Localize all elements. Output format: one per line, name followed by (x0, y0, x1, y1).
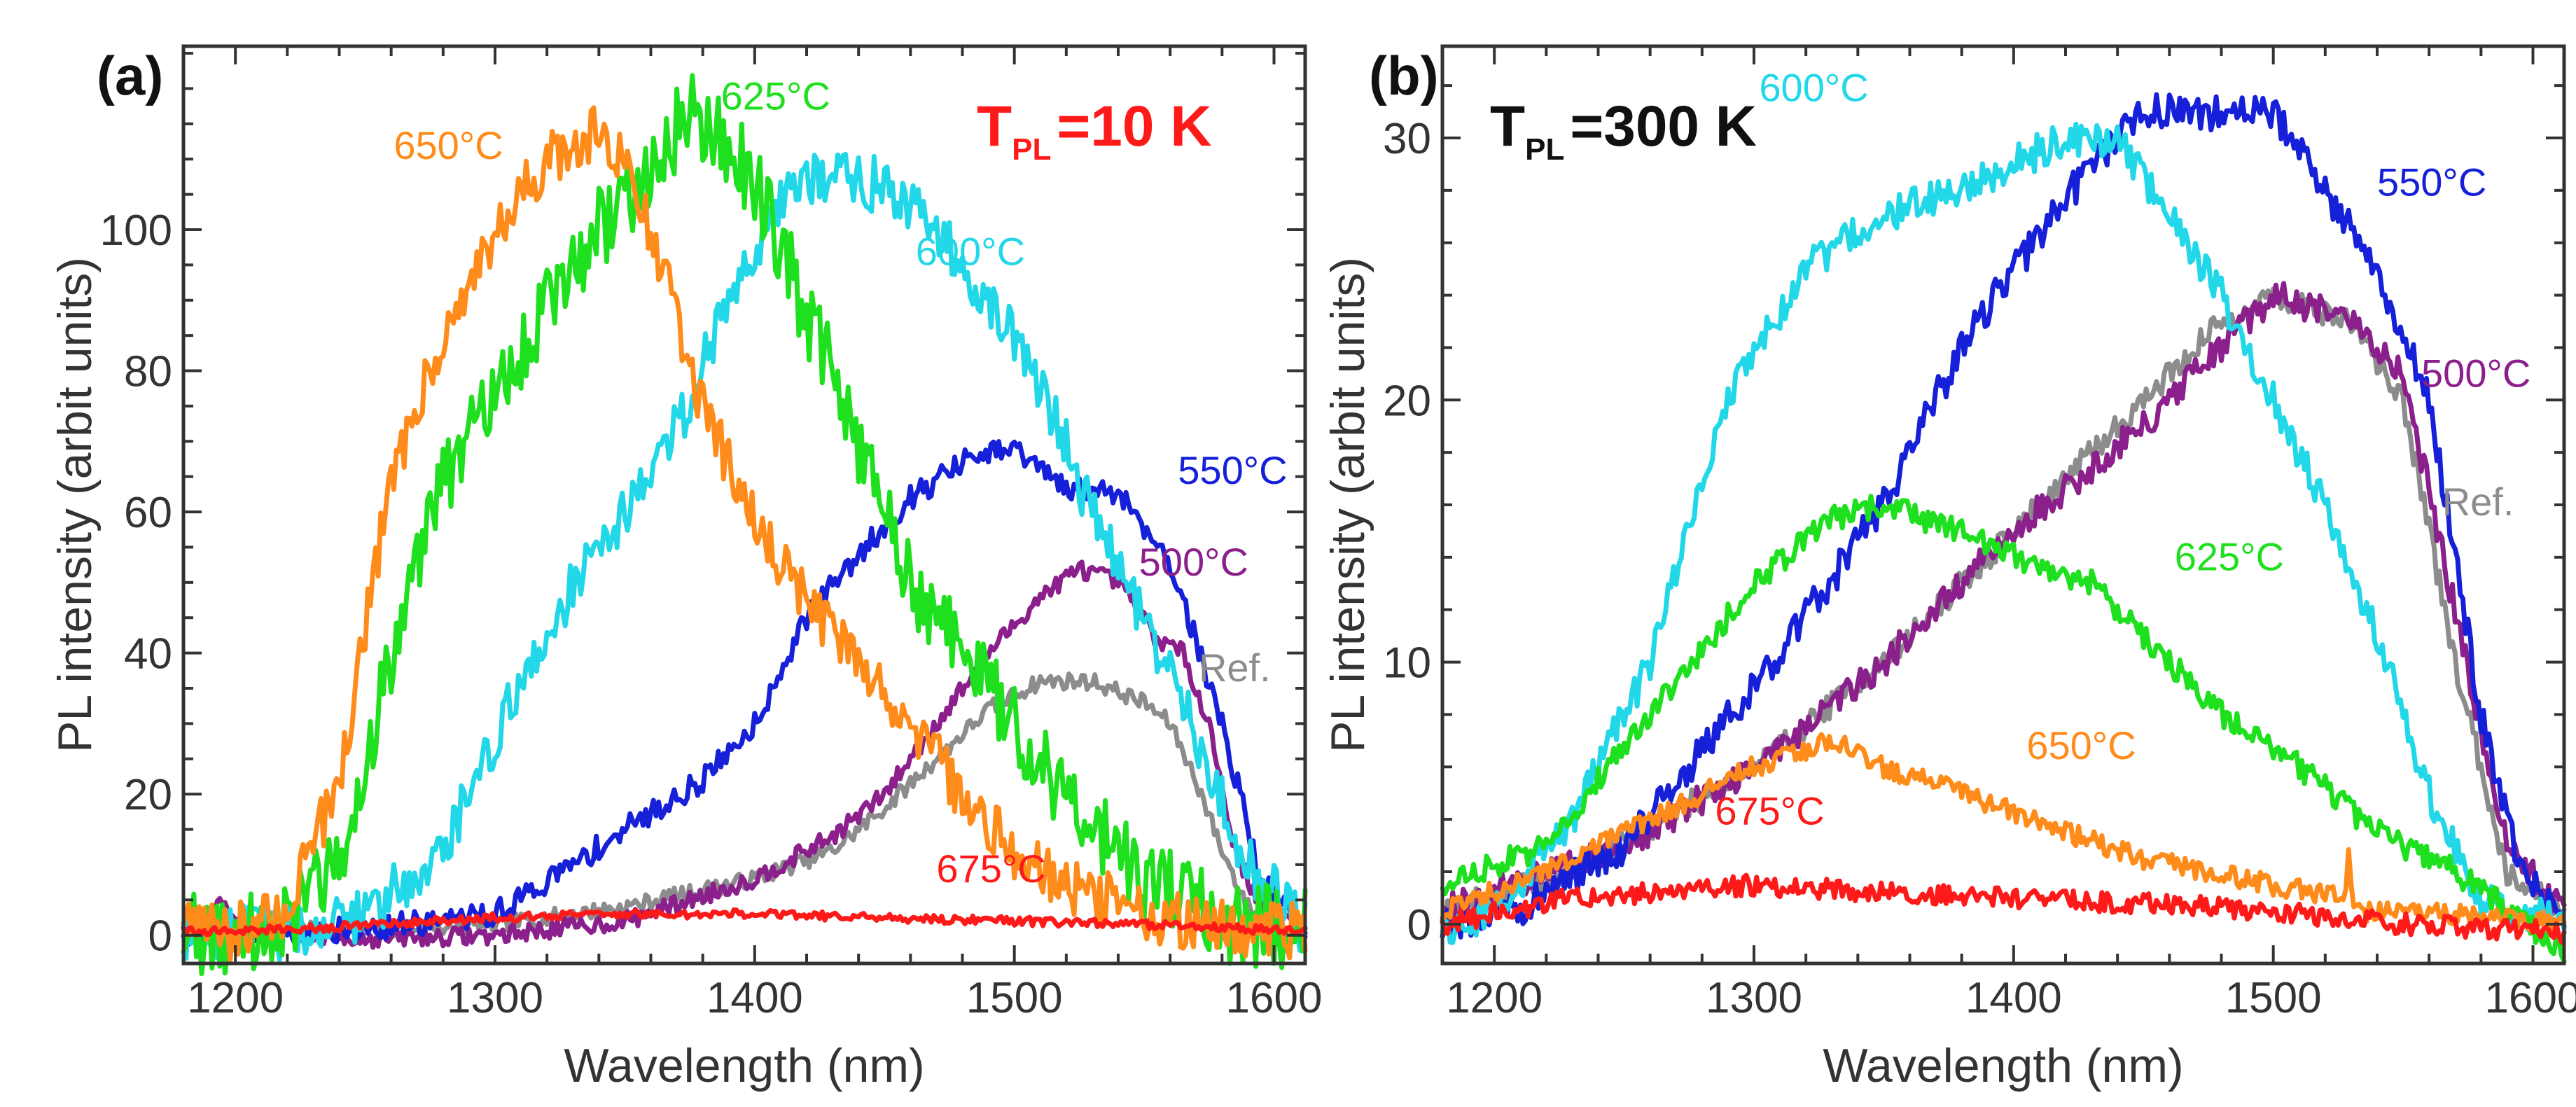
panel-b-x-tick-label: 1300 (1706, 974, 1802, 1022)
panel-a-y-tick-label: 40 (124, 630, 172, 678)
panel-a-y-tick-label: 0 (148, 912, 172, 961)
panel-a-series-line-4 (181, 73, 1308, 977)
panel-a-series-lines (181, 73, 1308, 977)
panel-a-x-tick-label: 1600 (1226, 974, 1323, 1022)
panel-a-series-label-4: 625°C (721, 74, 830, 118)
panel-a-series-label-5: 650°C (394, 123, 503, 167)
panel-b-series-line-4 (1440, 494, 2567, 964)
panel-a-y-tick-label: 20 (124, 771, 172, 819)
panel-a-temperature-annotation: TPL=10 K (977, 95, 1211, 167)
panel-a-tick-labels: 1200 1300 1400 1500 1600 0 20 40 60 80 100 (100, 207, 1323, 1022)
panel-b-label: (b) (1369, 45, 1439, 106)
panel-b-temp-main: T (1490, 95, 1525, 158)
panel-a-ticks (182, 46, 1305, 963)
panel-a-x-tick-label: 1500 (966, 974, 1063, 1022)
panel-b-x-tick-label: 1200 (1446, 974, 1543, 1022)
panel-a-temp-rest: =10 K (1057, 95, 1211, 158)
panel-b-temperature-annotation: TPL=300 K (1490, 95, 1757, 167)
panel-b-series-line-2 (1440, 92, 2567, 940)
panel-a-temp-main: T (977, 95, 1012, 158)
panel-b-y-tick-label: 10 (1383, 639, 1431, 688)
panel-a-x-tick-label: 1300 (447, 974, 543, 1022)
panel-b-series-lines (1440, 92, 2567, 964)
panel-a-label: (a) (97, 45, 163, 106)
panel-a-series-label-6: 675°C (936, 847, 1045, 891)
panel-b-series-line-1 (1440, 281, 2567, 925)
panel-a-plot: 1200 1300 1400 1500 1600 0 20 40 60 80 100 (a) Wav… (48, 44, 1323, 1092)
panel-b-tick-labels: 1200 1300 1400 1500 1600 0 10 20 30 (1383, 115, 2576, 1022)
panel-a-series-label-3: 600°C (916, 229, 1025, 273)
panel-b-x-tick-label: 1600 (2485, 974, 2576, 1022)
panel-b-series-label-4: 625°C (2175, 535, 2284, 579)
panel-b-x-axis-title: Wavelength (nm) (1823, 1039, 2183, 1092)
panel-b-series-line-6 (1440, 872, 2567, 945)
panel-b-plot: 1200 1300 1400 1500 1600 0 10 20 30 (b) Waveleng… (1321, 44, 2576, 1092)
panel-a-series-line-6 (181, 907, 1308, 938)
panel-b-y-tick-label: 20 (1383, 377, 1431, 425)
panel-a-series-line-1 (181, 559, 1308, 950)
panel-b-series-label-3: 600°C (1759, 66, 1868, 110)
panel-b-series-label-0: Ref. (2442, 480, 2514, 524)
panel-a-x-tick-label: 1200 (187, 974, 284, 1022)
panel-a-x-tick-label: 1400 (706, 974, 803, 1022)
panel-b-x-tick-label: 1500 (2225, 974, 2322, 1022)
panel-b-series-line-3 (1440, 121, 2567, 945)
panel-b-temp-sub: PL (1525, 132, 1564, 167)
panel-a-series-labels: Ref. 500°C 550°C 600°C 625°C 650°C 675°C (394, 74, 1287, 891)
panel-a-series-label-1: 500°C (1139, 540, 1248, 584)
panel-b-ticks (1441, 46, 2564, 963)
panel-b-series-label-1: 500°C (2421, 351, 2530, 396)
panel-b-y-tick-label: 0 (1407, 901, 1431, 949)
panel-a-y-tick-label: 60 (124, 489, 172, 537)
panel-b-series-label-5: 650°C (2026, 723, 2136, 767)
panel-a-series-line-3 (181, 151, 1308, 963)
panel-a-y-tick-label: 100 (100, 207, 172, 255)
panel-a-temp-sub: PL (1012, 132, 1051, 167)
panel-b-y-axis-title: PL intensity (arbit units) (1321, 257, 1374, 753)
panel-a-x-axis-title: Wavelength (nm) (564, 1039, 924, 1092)
panel-b-series-label-6: 675°C (1715, 789, 1824, 833)
panel-b-y-tick-label: 30 (1383, 115, 1431, 163)
panel-a-series-label-2: 550°C (1178, 448, 1287, 492)
panel-a-y-axis-title: PL intensity (arbit units) (48, 257, 102, 753)
panel-a-y-tick-label: 80 (124, 348, 172, 396)
panel-b-series-labels: Ref. 500°C 550°C 600°C 625°C 650°C 675°C (1715, 66, 2530, 833)
panel-b-x-tick-label: 1400 (1965, 974, 2062, 1022)
panel-a-frame (181, 44, 1307, 966)
panel-b-temp-rest: =300 K (1570, 95, 1757, 158)
panel-b-series-label-2: 550°C (2377, 160, 2486, 204)
panel-a-series-line-5 (181, 105, 1308, 963)
panel-b-series-line-5 (1440, 732, 2567, 933)
panel-a-series-label-0: Ref. (1199, 646, 1271, 690)
